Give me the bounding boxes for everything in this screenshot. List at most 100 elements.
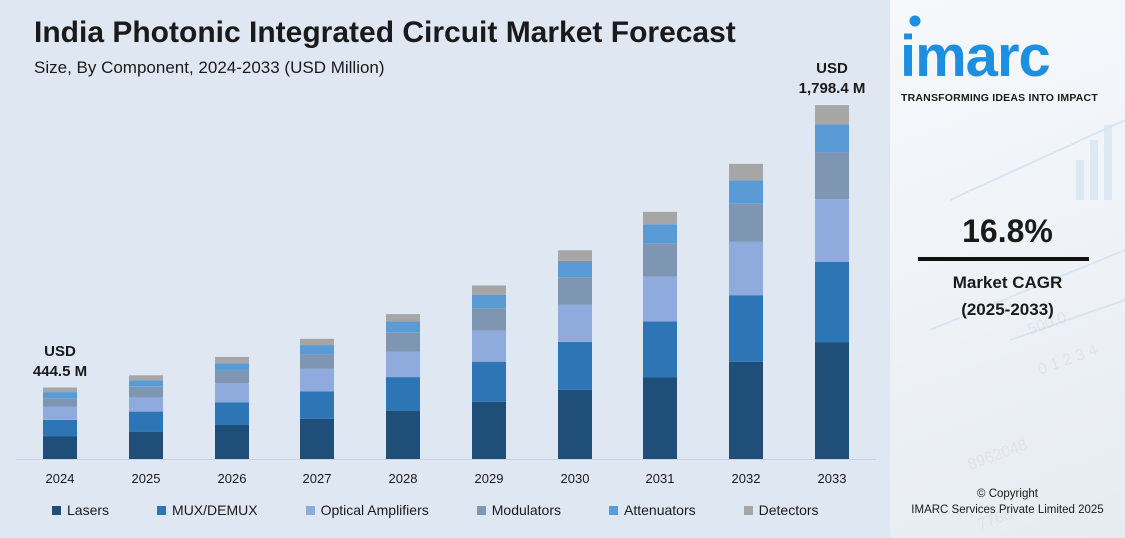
legend-swatch [157, 505, 167, 515]
copyright-owner: IMARC Services Private Limited 2025 [911, 504, 1104, 516]
legend-label: Optical Amplifiers [320, 502, 429, 518]
cagr-value: 16.8% [962, 213, 1053, 249]
bar-segment-2032-attenuators [729, 180, 763, 204]
bar-segment-2028-optical-amplifiers [386, 351, 420, 378]
bar-segment-2029-optical-amplifiers [472, 330, 506, 362]
bar-segment-2024-detectors [43, 387, 77, 392]
x-tick-label-2029: 2029 [475, 471, 504, 486]
bar-segment-2025-lasers [129, 431, 163, 459]
x-tick-label-2033: 2033 [818, 471, 847, 486]
bar-segment-2028-detectors [386, 314, 420, 322]
background-chart-graphic: 500.0 0 1 2 3 4 8962048 7768 [929, 119, 1125, 534]
last-bar-total-label-line2: 1,798.4 M [799, 80, 866, 97]
x-tick-label-2031: 2031 [646, 471, 675, 486]
legend-item-optical-amplifiers: Optical Amplifiers [305, 502, 429, 518]
bar-segment-2030-mux-demux [558, 341, 592, 390]
bar-segment-2030-detectors [558, 250, 592, 261]
bar-segment-2025-detectors [129, 375, 163, 381]
imarc-logo [898, 10, 1123, 80]
svg-text:8962048: 8962048 [966, 436, 1030, 473]
bar-segment-2029-mux-demux [472, 361, 506, 402]
legend-swatch [609, 505, 619, 515]
legend-item-attenuators: Attenuators [609, 502, 696, 518]
bars-layer [43, 105, 849, 459]
bar-segment-2031-attenuators [643, 224, 677, 244]
chart-subtitle: Size, By Component, 2024-2033 (USD Milli… [34, 58, 385, 77]
bar-segment-2027-modulators [300, 354, 334, 369]
x-tick-label-2025: 2025 [132, 471, 161, 486]
chart-legend: Lasers MUX/DEMUX Optical Amplifiers Modulat… [52, 502, 867, 518]
copyright-notice: © Copyright [977, 488, 1038, 500]
legend-label: Attenuators [624, 502, 696, 518]
bar-segment-2030-modulators [558, 277, 592, 305]
bar-segment-2032-detectors [729, 163, 763, 181]
bar-segment-2025-attenuators [129, 380, 163, 387]
first-bar-total-label-line1: USD [44, 343, 76, 360]
bar-segment-2031-mux-demux [643, 321, 677, 378]
bar-segment-2033-detectors [815, 105, 849, 125]
bar-segment-2024-modulators [43, 398, 77, 407]
bar-segment-2030-lasers [558, 389, 592, 459]
legend-label: Lasers [67, 502, 110, 518]
bar-segment-2025-mux-demux [129, 411, 163, 432]
legend-label: MUX/DEMUX [172, 502, 258, 518]
bar-segment-2026-lasers [215, 425, 249, 459]
bar-segment-2024-mux-demux [43, 419, 77, 437]
bar-segment-2030-optical-amplifiers [558, 304, 592, 342]
bar-segment-2028-lasers [386, 411, 420, 459]
bar-segment-2027-attenuators [300, 345, 334, 355]
legend-item-detectors: Detectors [743, 502, 819, 518]
bar-segment-2030-attenuators [558, 260, 592, 278]
legend-swatch [476, 505, 486, 515]
x-tick-label-2027: 2027 [303, 471, 332, 486]
logo-dot-icon [909, 15, 921, 27]
x-tick-labels: 2024 2025 2026 2027 2028 2029 2030 2031 2032 2033 [46, 471, 847, 486]
bar-segment-2031-detectors [643, 211, 677, 225]
bar-segment-2029-attenuators [472, 294, 506, 309]
bar-segment-2029-lasers [472, 401, 506, 459]
bar-segment-2031-optical-amplifiers [643, 276, 677, 322]
bar-segment-2026-detectors [215, 356, 249, 364]
stacked-bar-chart: 2024 2025 2026 2027 2028 2029 2030 2031 2032 2033… [16, 60, 876, 486]
bar-segment-2027-lasers [300, 418, 334, 459]
x-tick-label-2032: 2032 [732, 471, 761, 486]
bar-segment-2032-optical-amplifiers [729, 241, 763, 296]
bar-segment-2024-attenuators [43, 392, 77, 399]
cagr-label: Market CAGR [952, 273, 1063, 292]
bar-segment-2028-modulators [386, 332, 420, 352]
bar-segment-2029-modulators [472, 308, 506, 331]
x-tick-label-2028: 2028 [389, 471, 418, 486]
x-tick-label-2030: 2030 [561, 471, 590, 486]
bar-segment-2026-attenuators [215, 363, 249, 371]
bar-segment-2027-mux-demux [300, 391, 334, 419]
legend-swatch [52, 505, 61, 515]
legend-item-modulators: Modulators [476, 502, 561, 518]
chart-panel: India Photonic Integrated Circuit Market… [0, 0, 890, 538]
cagr-divider [918, 257, 1089, 261]
bar-segment-2032-lasers [729, 361, 763, 459]
legend-item-mux-demux: MUX/DEMUX [157, 502, 258, 518]
bar-segment-2026-modulators [215, 370, 249, 383]
legend-item-lasers: Lasers [52, 502, 109, 518]
legend-swatch [305, 505, 315, 515]
last-bar-total-label-line1: USD [816, 60, 848, 77]
x-tick-label-2024: 2024 [46, 471, 75, 486]
brand-wordmark: imarc [900, 24, 1051, 89]
svg-text:0 1 2 3 4: 0 1 2 3 4 [1036, 341, 1100, 378]
bar-segment-2024-optical-amplifiers [43, 406, 77, 420]
bar-segment-2032-mux-demux [729, 295, 763, 362]
bar-segment-2033-lasers [815, 342, 849, 459]
bar-segment-2031-modulators [643, 243, 677, 277]
bar-segment-2025-modulators [129, 386, 163, 398]
bar-segment-2033-optical-amplifiers [815, 199, 849, 262]
bar-segment-2027-detectors [300, 338, 334, 346]
x-tick-label-2026: 2026 [218, 471, 247, 486]
bar-segment-2026-mux-demux [215, 402, 249, 425]
bar-segment-2031-lasers [643, 377, 677, 459]
bar-segment-2029-detectors [472, 285, 506, 295]
bar-segment-2024-lasers [43, 436, 77, 459]
legend-swatch [743, 505, 753, 515]
bar-segment-2026-optical-amplifiers [215, 383, 249, 403]
bar-segment-2033-attenuators [815, 124, 849, 153]
brand-sidebar: 500.0 0 1 2 3 4 8962048 7768 imarc TRANS… [890, 0, 1125, 538]
